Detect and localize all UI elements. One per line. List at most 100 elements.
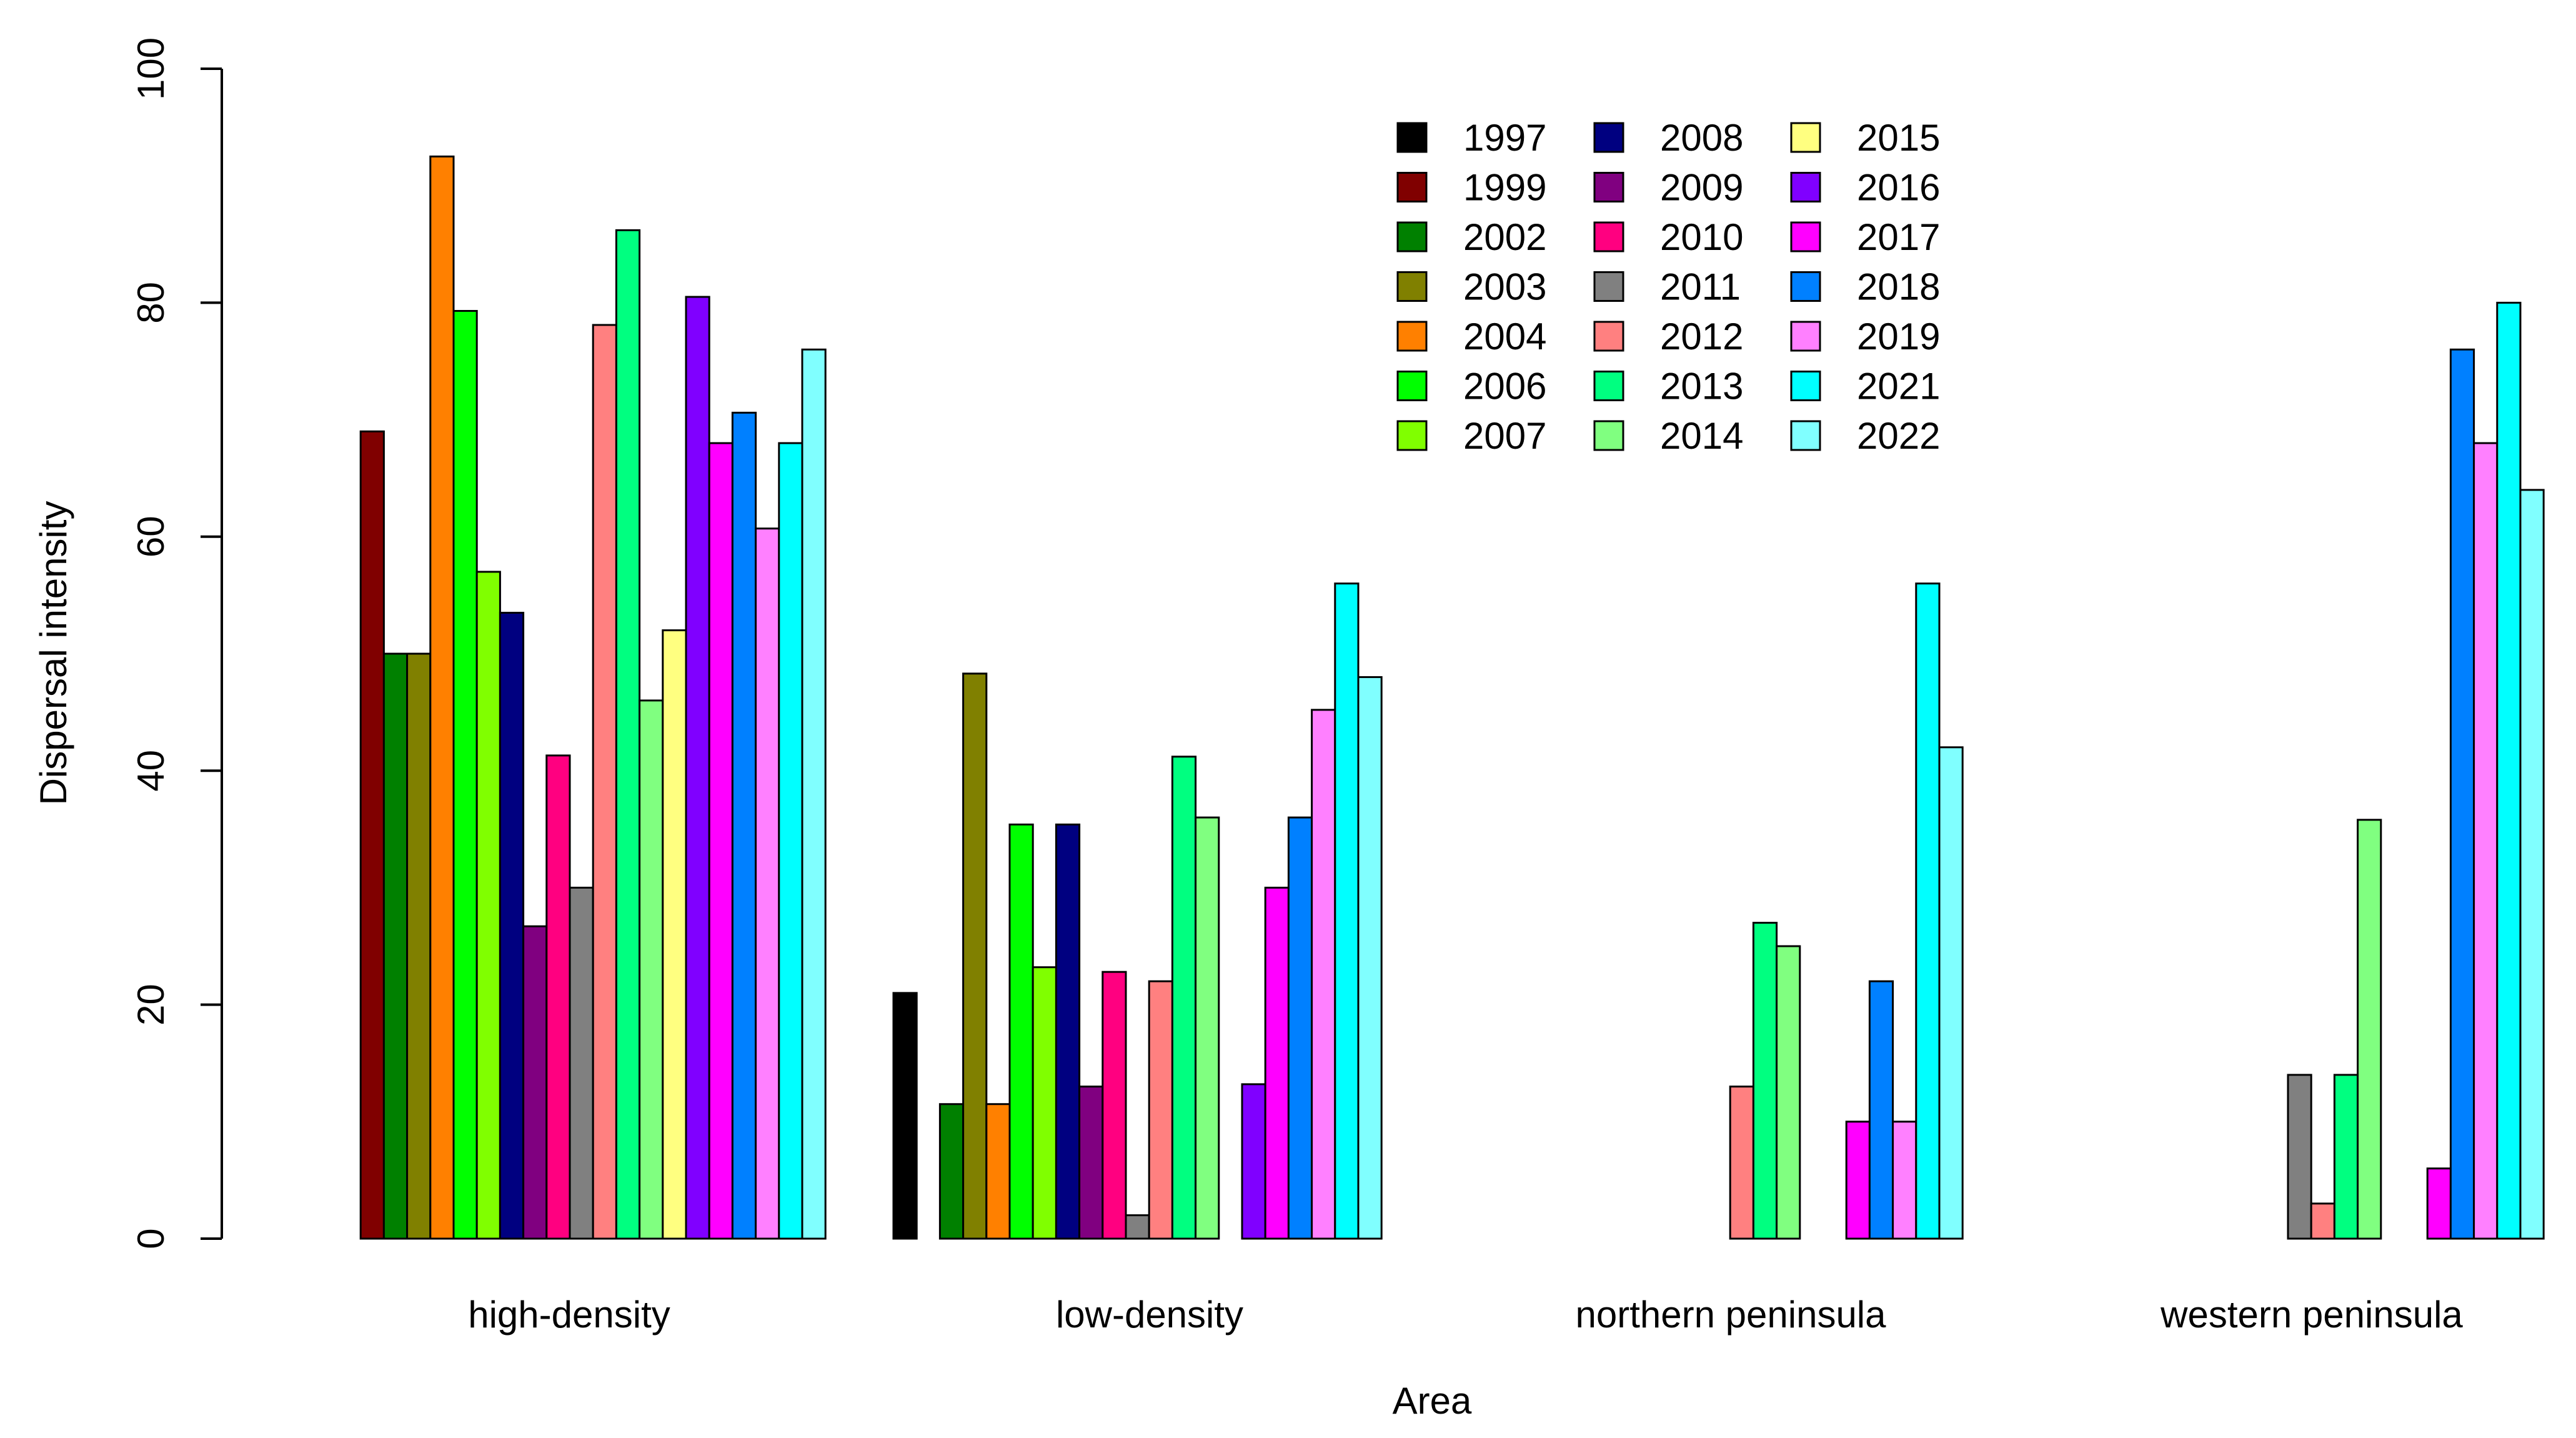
- legend-swatch-2016: [1790, 172, 1821, 202]
- y-axis: 0 20 40 60 80 100: [130, 37, 223, 1249]
- legend-swatch-2019: [1790, 321, 1821, 352]
- bar-2018-western-peninsula: [2449, 348, 2475, 1240]
- x-tick-label: western peninsula: [2160, 1294, 2463, 1336]
- bar-2022-northern-peninsula: [1938, 746, 1964, 1240]
- y-tick-label: 60: [130, 516, 172, 557]
- bar-2016-low-density: [1241, 1083, 1266, 1240]
- legend-swatch-2017: [1790, 221, 1821, 252]
- legend-label-2004: 2004: [1463, 316, 1546, 357]
- legend-swatch-2018: [1790, 271, 1821, 302]
- y-tick-label: 20: [130, 984, 172, 1026]
- bar-2021-northern-peninsula: [1915, 582, 1941, 1240]
- bar-2004-low-density: [985, 1103, 1011, 1240]
- x-tick-label: low-density: [1056, 1294, 1243, 1336]
- legend-swatch-2006: [1396, 371, 1428, 401]
- bar-2022-low-density: [1357, 676, 1383, 1240]
- bar-2011-low-density: [1125, 1214, 1150, 1240]
- bar-2003-high-density: [406, 652, 432, 1240]
- bar-2018-high-density: [731, 411, 757, 1240]
- legend-swatch-2021: [1790, 371, 1821, 401]
- legend-label-2006: 2006: [1463, 366, 1546, 407]
- legend-swatch-2009: [1593, 172, 1624, 202]
- legend-label-1999: 1999: [1463, 167, 1546, 209]
- bar-2011-western-peninsula: [2287, 1074, 2312, 1240]
- bar-2017-low-density: [1264, 886, 1290, 1240]
- legend-label-2007: 2007: [1463, 415, 1546, 457]
- bar-2019-low-density: [1311, 709, 1336, 1240]
- bar-2007-low-density: [1032, 966, 1057, 1240]
- legend-label-2010: 2010: [1660, 216, 1743, 258]
- legend-label-2012: 2012: [1660, 316, 1743, 357]
- bar-2013-high-density: [615, 229, 641, 1240]
- bar-2019-high-density: [755, 527, 780, 1240]
- bar-2017-western-peninsula: [2426, 1167, 2452, 1240]
- y-tick-label: 100: [130, 37, 172, 100]
- legend-label-2013: 2013: [1660, 366, 1743, 407]
- legend-label-2016: 2016: [1857, 167, 1940, 209]
- bar-2014-high-density: [639, 699, 664, 1240]
- bar-2014-western-peninsula: [2357, 819, 2382, 1240]
- y-tick-label: 40: [130, 750, 172, 792]
- legend-label-2002: 2002: [1463, 216, 1546, 258]
- bar-2017-northern-peninsula: [1845, 1121, 1871, 1240]
- legend-swatch-2014: [1593, 420, 1624, 451]
- bar-2002-high-density: [382, 652, 409, 1240]
- bar-2009-high-density: [522, 925, 548, 1240]
- legend-swatch-2022: [1790, 420, 1821, 451]
- bar-2012-high-density: [592, 324, 617, 1240]
- legend-label-2019: 2019: [1857, 316, 1940, 357]
- legend-swatch-1999: [1396, 172, 1428, 202]
- legend-label-2015: 2015: [1857, 117, 1940, 159]
- bar-2014-northern-peninsula: [1776, 945, 1801, 1240]
- legend-label-2018: 2018: [1857, 266, 1940, 308]
- legend-swatch-2011: [1593, 271, 1624, 302]
- bar-2013-northern-peninsula: [1752, 922, 1778, 1240]
- bar-2010-high-density: [545, 754, 571, 1240]
- legend-swatch-2007: [1396, 420, 1428, 451]
- bar-2002-low-density: [938, 1103, 965, 1240]
- legend-swatch-2003: [1396, 271, 1428, 302]
- bar-2010-low-density: [1102, 971, 1127, 1240]
- bar-2014-low-density: [1195, 816, 1220, 1240]
- bar-2019-western-peninsula: [2473, 442, 2499, 1240]
- legend: 1997 1999 2002 2003 2004 2006 2007 2008 2009 2010…: [1396, 117, 1940, 457]
- bar-2006-high-density: [452, 310, 478, 1240]
- x-tick-label: high-density: [468, 1294, 670, 1336]
- legend-swatch-2008: [1593, 122, 1624, 153]
- y-tick-label: 0: [130, 1228, 172, 1249]
- legend-swatch-2004: [1396, 321, 1428, 352]
- legend-label-2014: 2014: [1660, 415, 1743, 457]
- bar-2009-low-density: [1078, 1086, 1104, 1240]
- legend-label-2008: 2008: [1660, 117, 1743, 159]
- bars: [359, 155, 2545, 1240]
- bar-2004-high-density: [429, 155, 455, 1240]
- legend-label-2017: 2017: [1857, 216, 1940, 258]
- bar-2011-high-density: [569, 886, 594, 1240]
- bar-2017-high-density: [708, 442, 734, 1240]
- bar-2007-high-density: [475, 571, 501, 1240]
- legend-swatch-2012: [1593, 321, 1624, 352]
- y-tick-label: 80: [130, 282, 172, 324]
- bar-2021-high-density: [778, 442, 803, 1240]
- bar-2021-low-density: [1334, 582, 1360, 1240]
- legend-swatch-2010: [1593, 221, 1624, 252]
- bar-2008-high-density: [499, 611, 525, 1240]
- legend-swatch-2015: [1790, 122, 1821, 153]
- bar-2006-low-density: [1008, 823, 1034, 1240]
- bar-2018-northern-peninsula: [1868, 980, 1894, 1240]
- bar-2015-high-density: [662, 629, 687, 1240]
- bar-2013-western-peninsula: [2333, 1074, 2359, 1240]
- legend-label-2021: 2021: [1857, 366, 1940, 407]
- legend-label-2009: 2009: [1660, 167, 1743, 209]
- bar-2021-western-peninsula: [2496, 301, 2522, 1240]
- bar-2012-western-peninsula: [2310, 1202, 2335, 1240]
- bar-2013-low-density: [1171, 756, 1197, 1240]
- bar-1999-high-density: [359, 430, 385, 1240]
- x-axis-title: Area: [1393, 1380, 1472, 1422]
- legend-label-1997: 1997: [1463, 117, 1546, 159]
- x-tick-label: northern peninsula: [1575, 1294, 1886, 1336]
- legend-label-2022: 2022: [1857, 415, 1940, 457]
- bar-2022-western-peninsula: [2519, 489, 2545, 1240]
- bar-1997-low-density: [892, 992, 918, 1240]
